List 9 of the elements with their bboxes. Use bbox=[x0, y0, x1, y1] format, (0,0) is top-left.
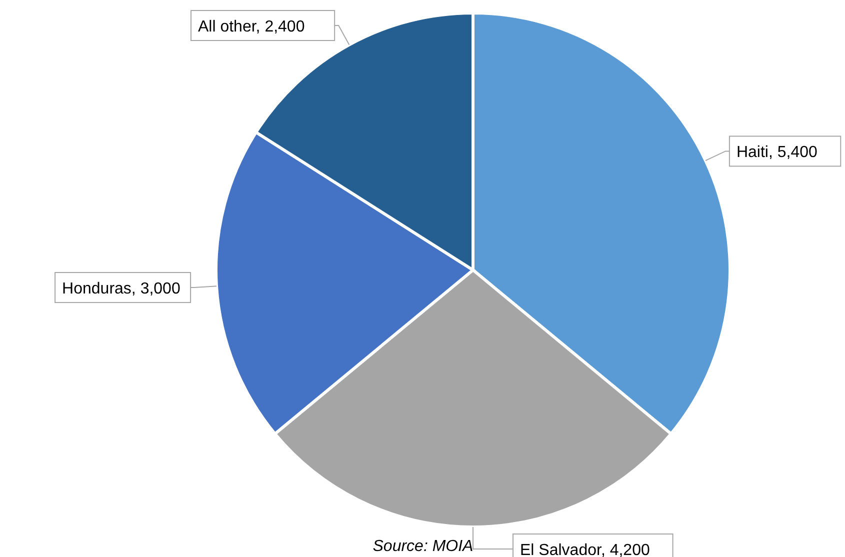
source-note: Source: MOIA bbox=[372, 538, 474, 555]
data-label: , 3,000 bbox=[131, 280, 180, 298]
data-label: , 2,400 bbox=[256, 18, 305, 36]
slice-label: Haiti bbox=[736, 144, 768, 162]
slice-label: All other bbox=[198, 18, 258, 36]
slice-label: El Salvador bbox=[520, 542, 602, 557]
data-label: , 4,200 bbox=[600, 542, 650, 557]
data-label: , 5,400 bbox=[768, 144, 818, 162]
slice-label: Honduras bbox=[62, 280, 132, 298]
